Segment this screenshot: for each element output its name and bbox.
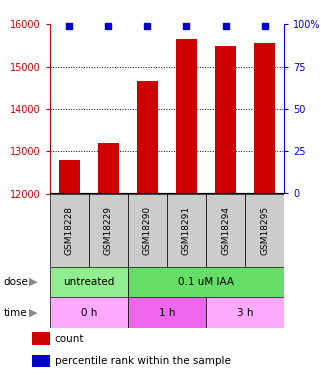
Text: GSM18291: GSM18291 <box>182 206 191 255</box>
Text: 3 h: 3 h <box>237 308 253 318</box>
Bar <box>206 194 245 267</box>
Text: 0 h: 0 h <box>81 308 97 318</box>
Text: count: count <box>55 334 84 344</box>
Bar <box>176 39 197 194</box>
Bar <box>206 297 284 328</box>
Bar <box>137 81 158 194</box>
Text: dose: dose <box>3 277 28 287</box>
Bar <box>50 297 128 328</box>
Bar <box>50 267 128 297</box>
Text: GSM18228: GSM18228 <box>65 206 74 255</box>
Text: GSM18290: GSM18290 <box>143 206 152 255</box>
Bar <box>128 267 284 297</box>
Text: ▶: ▶ <box>30 277 38 287</box>
Bar <box>32 333 50 345</box>
Text: GSM18295: GSM18295 <box>260 206 269 255</box>
Text: 0.1 uM IAA: 0.1 uM IAA <box>178 277 234 287</box>
Bar <box>215 46 236 194</box>
Bar <box>167 194 206 267</box>
Text: percentile rank within the sample: percentile rank within the sample <box>55 356 230 366</box>
Bar <box>50 194 89 267</box>
Text: ▶: ▶ <box>30 308 38 318</box>
Bar <box>32 355 50 367</box>
Bar <box>89 194 128 267</box>
Bar <box>98 143 119 194</box>
Text: 1 h: 1 h <box>159 308 175 318</box>
Text: untreated: untreated <box>63 277 115 287</box>
Bar <box>245 194 284 267</box>
Text: GSM18294: GSM18294 <box>221 206 230 255</box>
Bar <box>128 194 167 267</box>
Text: time: time <box>3 308 27 318</box>
Bar <box>128 297 206 328</box>
Text: GSM18229: GSM18229 <box>104 206 113 255</box>
Bar <box>58 160 80 194</box>
Bar <box>254 43 275 194</box>
